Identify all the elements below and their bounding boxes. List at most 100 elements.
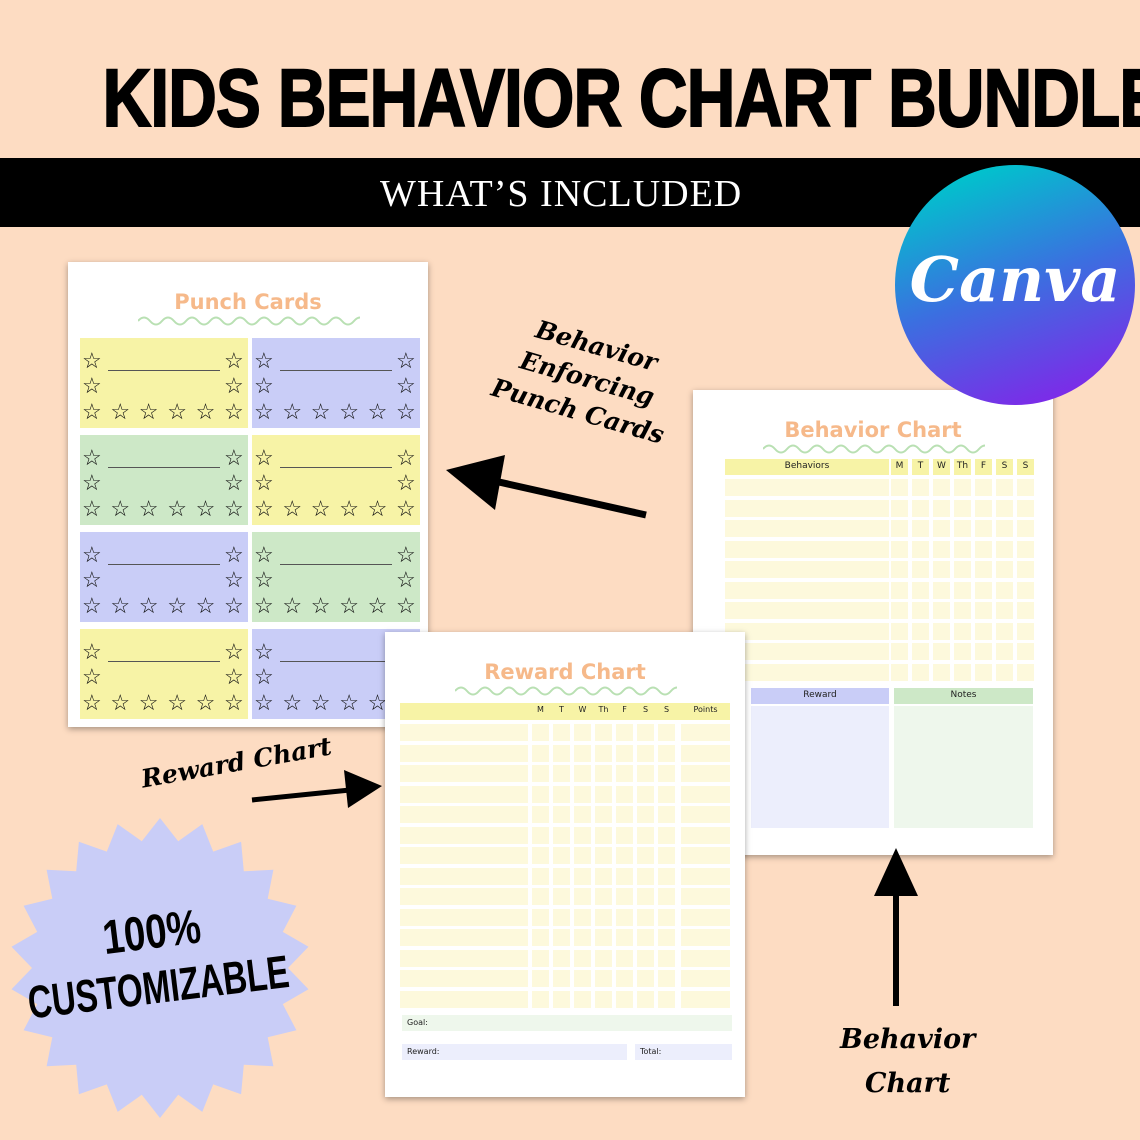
chart-cell [658, 847, 675, 864]
chart-cell [532, 929, 549, 946]
header-cell [933, 459, 950, 475]
header-cell [954, 459, 971, 475]
chart-cell [595, 867, 612, 885]
star-icon: ☆ [254, 664, 274, 689]
chart-cell [681, 826, 730, 844]
reward-section-label: Reward [803, 690, 837, 700]
notes-section-label: Notes [950, 690, 977, 700]
chart-cell [532, 949, 549, 967]
chart-cell [616, 744, 633, 762]
star-icon: ☆ [82, 496, 102, 521]
chart-cell [400, 724, 528, 741]
star-icon: ☆ [224, 593, 244, 618]
chart-cell [637, 970, 654, 987]
chart-cell [595, 949, 612, 967]
star-icon: ☆ [224, 496, 244, 521]
chart-cell [954, 643, 971, 660]
header-cell [912, 459, 929, 475]
star-icon: ☆ [138, 496, 159, 521]
chart-cell [912, 643, 929, 660]
chart-cell [574, 990, 591, 1008]
name-line [280, 467, 392, 468]
chart-cell [400, 806, 528, 823]
chart-cell [725, 581, 889, 599]
chart-cell [553, 908, 570, 926]
chart-cell [574, 826, 591, 844]
star-icon: ☆ [310, 496, 331, 521]
chart-cell [616, 908, 633, 926]
star-icon: ☆ [82, 348, 102, 373]
chart-cell [891, 622, 908, 640]
chart-cell [912, 520, 929, 537]
chart-cell [658, 765, 675, 782]
reward-chart-page: Reward Chart Goal: Reward: Total: M T W Th F… [385, 632, 745, 1097]
column-header: S [663, 705, 670, 714]
chart-cell [658, 970, 675, 987]
chart-cell [532, 724, 549, 741]
star-icon: ☆ [367, 690, 388, 715]
chart-cell [725, 520, 889, 537]
chart-cell [595, 826, 612, 844]
chart-cell [725, 540, 889, 558]
chart-cell [595, 929, 612, 946]
chart-cell [616, 867, 633, 885]
punch-card: ☆☆☆☆☆☆☆☆☆☆ [252, 338, 420, 428]
chart-cell [595, 785, 612, 803]
star-icon: ☆ [82, 690, 102, 715]
chart-cell [933, 520, 950, 537]
name-line [108, 661, 220, 662]
chart-cell [658, 949, 675, 967]
name-line [280, 370, 392, 371]
chart-cell [975, 520, 992, 537]
chart-cell [725, 479, 889, 496]
chart-cell [996, 622, 1013, 640]
chart-cell [616, 765, 633, 782]
star-icon: ☆ [254, 470, 274, 495]
chart-cell [532, 908, 549, 926]
chart-cell [574, 908, 591, 926]
chart-cell [637, 744, 654, 762]
chart-cell [681, 806, 730, 823]
wavy-divider [763, 444, 985, 454]
chart-cell [658, 826, 675, 844]
chart-cell [1017, 643, 1034, 660]
chart-cell [553, 724, 570, 741]
column-header: Th [956, 461, 969, 471]
star-icon: ☆ [82, 664, 102, 689]
header-cell [891, 459, 908, 475]
chart-cell [532, 785, 549, 803]
chart-cell [954, 622, 971, 640]
behavior-chart-label: Behavior Chart [840, 1024, 976, 1099]
chart-cell [891, 540, 908, 558]
star-icon: ☆ [339, 690, 359, 715]
star-icon: ☆ [224, 373, 244, 398]
chart-cell [637, 990, 654, 1008]
chart-cell [574, 970, 591, 987]
star-icon: ☆ [167, 496, 187, 521]
chart-cell [954, 561, 971, 578]
chart-cell [637, 867, 654, 885]
column-header: M [895, 461, 904, 471]
chart-cell [681, 970, 730, 987]
star-icon: ☆ [224, 690, 244, 715]
star-icon: ☆ [254, 639, 274, 664]
star-icon: ☆ [167, 399, 187, 424]
header-row [400, 703, 730, 720]
chart-cell [400, 785, 528, 803]
chart-cell [532, 847, 549, 864]
chart-cell [996, 561, 1013, 578]
chart-cell [954, 540, 971, 558]
star-icon: ☆ [254, 593, 274, 618]
star-icon: ☆ [110, 399, 131, 424]
column-header: S [1001, 461, 1008, 471]
chart-cell [574, 888, 591, 905]
behavior-chart-page: Behavior Chart Reward Notes Behaviors M T W… [693, 390, 1053, 855]
chart-cell [595, 970, 612, 987]
chart-cell [725, 561, 889, 578]
chart-cell [616, 990, 633, 1008]
chart-cell [595, 806, 612, 823]
chart-cell [1017, 540, 1034, 558]
name-line [108, 564, 220, 565]
chart-cell [532, 867, 549, 885]
